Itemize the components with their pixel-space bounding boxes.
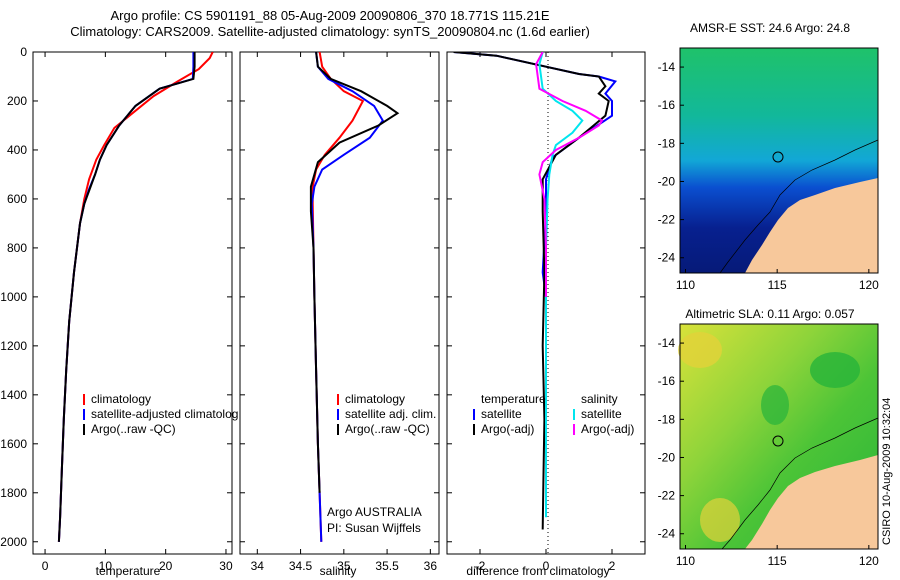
y-tick-label: 600 <box>7 192 27 206</box>
temperature-series <box>57 52 214 542</box>
legend-label: satellite adj. clim. <box>345 407 436 421</box>
map-y-tick-label: -20 <box>658 450 676 464</box>
sla-anomaly <box>678 332 722 368</box>
y-tick-label: 1800 <box>0 486 27 500</box>
figure-title-line2: Climatology: CARS2009. Satellite-adjuste… <box>70 24 590 39</box>
x-tick-label: 10 <box>99 559 113 573</box>
temperature-xlabel: temperature <box>96 564 161 578</box>
x-tick-label: 35.5 <box>375 559 399 573</box>
sla-anomaly <box>761 385 789 425</box>
y-tick-label: 1600 <box>0 437 27 451</box>
bathymetry-contour <box>719 139 879 274</box>
legend-title: salinity <box>581 392 618 406</box>
float-position-marker <box>772 151 784 163</box>
legend-label: climatology <box>345 392 405 406</box>
x-tick-label: 20 <box>159 559 173 573</box>
series-line-2 <box>57 52 196 542</box>
map-y-tick-label: -22 <box>658 213 676 227</box>
series-line-2 <box>309 52 400 493</box>
legend-label: Argo(-adj) <box>581 422 634 436</box>
sst-map-frame <box>679 47 879 274</box>
x-tick-label: 2 <box>609 559 616 573</box>
legend-label: satellite <box>481 407 522 421</box>
y-tick-label: 2000 <box>0 535 27 549</box>
map-y-tick-label: -18 <box>658 412 676 426</box>
difference-legend: temperature salinitysatelliteArgo(-adj)sa… <box>473 392 634 436</box>
salinity-ticks: 34 34.5 35 35.5 36 <box>240 51 439 573</box>
map-y-tick-label: -20 <box>658 174 676 188</box>
salinity-series <box>309 52 400 542</box>
sla-anomaly <box>810 352 860 388</box>
y-tick-label: 1400 <box>0 388 27 402</box>
figure-title-line1: Argo profile: CS 5901191_88 05-Aug-2009 … <box>110 8 550 23</box>
bathymetry-contour <box>721 417 879 550</box>
map-y-tick-label: -24 <box>658 251 676 265</box>
sst-map-title: AMSR-E SST: 24.6 Argo: 24.8 <box>690 21 850 35</box>
legend-label: satellite-adjusted climatolog <box>91 407 238 421</box>
sla-map-title: Altimetric SLA: 0.11 Argo: 0.057 <box>685 307 855 321</box>
sla-map-panel: Altimetric SLA: 0.11 Argo: 0.057 110 115 1… <box>658 307 880 568</box>
land-mass <box>745 178 878 273</box>
difference-panel: -2 0 2 difference from climatology tempera… <box>446 51 646 578</box>
sst-map-panel: AMSR-E SST: 24.6 Argo: 24.8 110 115 120 -14… <box>658 21 880 292</box>
y-tick-label: 400 <box>7 143 27 157</box>
legend-label: climatology <box>91 392 151 406</box>
map-x-tick-label: 120 <box>859 554 879 568</box>
map-x-tick-label: 115 <box>768 278 787 292</box>
temperature-panel: 0 10 20 30 0 200 400 600 800 1000 1200 1400 1600 1800… <box>0 45 238 578</box>
legend-label: Argo(-adj) <box>481 422 534 436</box>
map-x-tick-label: 120 <box>859 278 879 292</box>
y-tick-label: 1000 <box>0 290 27 304</box>
float-position-marker <box>772 435 784 447</box>
legend-label: Argo(..raw -QC) <box>345 422 430 436</box>
map-y-tick-label: -14 <box>658 60 676 74</box>
difference-series <box>453 52 618 530</box>
map-y-tick-label: -16 <box>658 374 676 388</box>
sla-map-frame <box>679 323 879 550</box>
difference-xlabel: difference from climatology <box>466 564 609 578</box>
land-mass <box>745 455 878 549</box>
y-tick-label: 200 <box>7 94 27 108</box>
y-tick-label: 800 <box>7 241 27 255</box>
map-y-tick-label: -24 <box>658 527 676 541</box>
map-y-tick-label: -22 <box>658 489 676 503</box>
y-tick-label: 1200 <box>0 339 27 353</box>
series-line-1 <box>453 52 610 530</box>
sla-map-ticks: 110 115 120 -14 -16 -18 -20 -22 -24 <box>658 336 880 568</box>
legend-title: temperature <box>481 392 546 406</box>
x-tick-label: 0 <box>543 559 550 573</box>
map-y-tick-label: -14 <box>658 336 676 350</box>
difference-ticks: -2 0 2 <box>447 51 645 573</box>
temperature-axes-frame <box>32 51 233 555</box>
sst-map-ticks: 110 115 120 -14 -16 -18 -20 -22 -24 <box>658 60 880 292</box>
salinity-axes-frame <box>239 51 440 555</box>
legend-label: satellite <box>581 407 622 421</box>
x-tick-label: 35 <box>337 559 351 573</box>
map-x-tick-label: 110 <box>676 554 695 568</box>
legend-label: Argo(..raw -QC) <box>91 422 176 436</box>
y-tick-label: 0 <box>20 45 27 59</box>
pi-note: PI: Susan Wijffels <box>327 521 421 535</box>
sla-anomaly <box>700 498 740 542</box>
x-tick-label: 0 <box>42 559 49 573</box>
x-tick-label: -2 <box>475 559 486 573</box>
x-tick-label: 34 <box>251 559 265 573</box>
argo-australia-note: Argo AUSTRALIA <box>327 505 422 519</box>
x-tick-label: 34.5 <box>289 559 313 573</box>
x-tick-label: 30 <box>219 559 233 573</box>
map-x-tick-label: 115 <box>768 554 787 568</box>
map-y-tick-label: -16 <box>658 98 676 112</box>
map-y-tick-label: -18 <box>658 136 676 150</box>
x-tick-label: 36 <box>424 559 438 573</box>
series-line-3 <box>535 52 604 297</box>
salinity-xlabel: salinity <box>320 564 357 578</box>
map-x-tick-label: 110 <box>676 278 695 292</box>
temperature-ticks: 0 10 20 30 0 200 400 600 800 1000 1200 1400 1600 1800… <box>0 45 233 573</box>
salinity-panel: 34 34.5 35 35.5 36 salinity climatologysatel… <box>239 51 440 578</box>
